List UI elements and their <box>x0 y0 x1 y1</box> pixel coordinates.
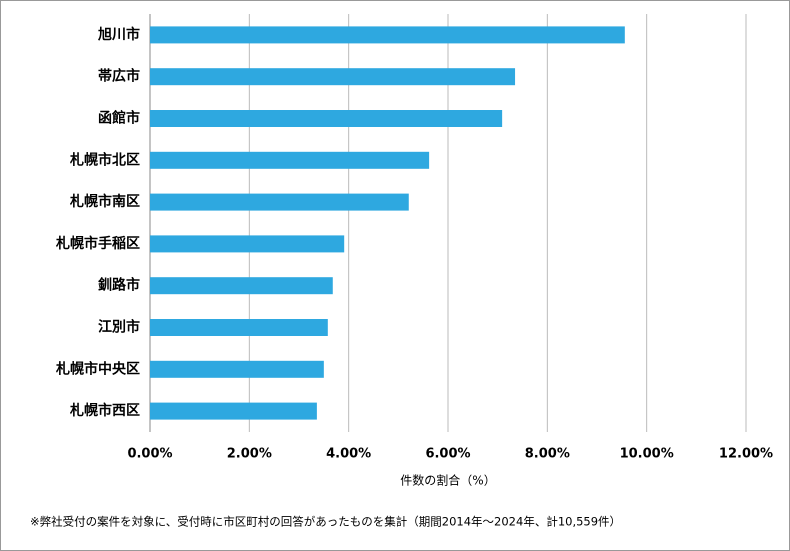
bar <box>150 151 430 169</box>
y-tick-label: 帯広市 <box>98 68 140 85</box>
x-tick-label: 2.00% <box>227 447 272 462</box>
x-tick-label: 0.00% <box>127 447 172 462</box>
y-tick-label: 旭川市 <box>97 26 140 43</box>
x-tick-label: 12.00% <box>719 447 773 462</box>
y-tick-label: 釧路市 <box>98 277 140 294</box>
x-tick-label: 8.00% <box>525 447 570 462</box>
y-tick-label: 札幌市南区 <box>69 193 140 210</box>
y-tick-label: 江別市 <box>98 319 140 336</box>
bar <box>150 235 345 253</box>
footnote: ※弊社受付の案件を対象に、受付時に市区町村の回答があったものを集計（期間2014… <box>30 515 621 529</box>
bar <box>150 193 409 211</box>
bar <box>150 402 317 420</box>
y-tick-label: 函館市 <box>98 110 140 127</box>
x-tick-label: 10.00% <box>620 447 674 462</box>
bar <box>150 110 503 127</box>
y-tick-label: 札幌市中央区 <box>55 360 140 377</box>
bar <box>150 360 324 378</box>
x-tick-label: 4.00% <box>326 447 371 462</box>
x-tick-label: 6.00% <box>425 447 470 462</box>
y-tick-label: 札幌市北区 <box>69 151 140 168</box>
bar <box>150 68 516 86</box>
x-axis-label: 件数の割合（%） <box>400 473 495 488</box>
y-tick-label: 札幌市手稲区 <box>55 235 140 252</box>
y-tick-label: 札幌市西区 <box>69 402 140 419</box>
bar <box>150 277 333 295</box>
bar <box>150 319 328 336</box>
bar <box>150 26 625 44</box>
